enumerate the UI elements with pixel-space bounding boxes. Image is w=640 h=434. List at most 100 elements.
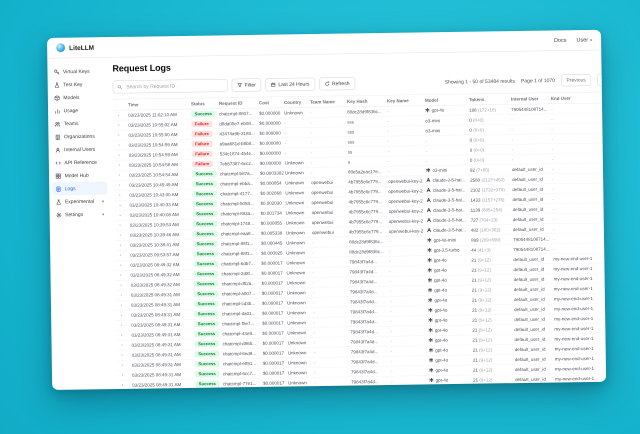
cell-request-id[interactable]: chatcmpl-6db7... [221, 260, 255, 267]
column-header-model[interactable]: Model [424, 97, 438, 103]
sidebar-item-settings[interactable]: Settings ▾ [53, 208, 108, 222]
cell-request-id[interactable]: chatcmpl-da01... [222, 310, 256, 317]
column-header-status[interactable]: Status [190, 100, 205, 107]
expand-row-chevron-icon[interactable]: › [119, 222, 121, 228]
filter-button[interactable]: Filter [231, 78, 262, 92]
column-header-key-hash[interactable]: Key Hash [346, 98, 368, 104]
expand-row-chevron-icon[interactable]: › [120, 282, 122, 288]
cell-time: 03/23/2025 08:49:32 AM [130, 271, 180, 278]
expand-row-chevron-icon[interactable]: › [119, 242, 122, 248]
column-header-cost[interactable]: Cost [258, 99, 270, 106]
cell-team-name: - [313, 349, 316, 355]
cell-request-id[interactable]: chatcmpl-43e9... [222, 330, 256, 337]
column-header-request-id[interactable]: Request ID [218, 100, 243, 106]
expand-row-chevron-icon[interactable]: › [118, 162, 121, 168]
cell-request-id[interactable]: chatcmpl-f5e7... [222, 320, 255, 327]
cell-request-id[interactable]: chatcmpl-4177... [220, 190, 254, 197]
cell-request-id[interactable]: chatcmpl-88f1... [221, 240, 254, 247]
column-header-tokens[interactable]: Tokens [468, 96, 485, 102]
cell-cost: $0.000017 [262, 310, 284, 316]
expand-row-chevron-icon[interactable]: › [121, 382, 124, 388]
expand-row-chevron-icon[interactable]: › [121, 352, 123, 358]
cell-key-hash: 4b7955c6c779... [348, 198, 382, 205]
cell-request-id[interactable]: chatcmpl-cd3b... [221, 300, 256, 307]
expand-row-chevron-icon[interactable]: › [117, 112, 120, 118]
sidebar-item-experimental[interactable]: Experimental ▾ [52, 195, 107, 209]
column-header-end-user[interactable]: End User [550, 95, 571, 101]
cell-request-id[interactable]: chatcmpl-6ed8... [222, 350, 257, 357]
expand-row-chevron-icon[interactable]: › [119, 272, 122, 278]
next-page-button[interactable]: Next [597, 73, 607, 86]
cell-request-id[interactable]: chatcmpl-b87a... [219, 170, 254, 177]
cell-request-id[interactable]: chatcmpl-1748... [220, 220, 255, 227]
cell-request-id[interactable]: chatcmpl-77e1... [223, 380, 257, 387]
grid-icon [55, 173, 62, 179]
request-logs-table: Time Status Request ID Cost Country Team Name… [112, 91, 607, 390]
cell-request-id[interactable]: d8da05e7-eb08... [219, 120, 255, 127]
refresh-button[interactable]: Refresh [318, 76, 356, 91]
column-header-internal-user[interactable]: Internal User [510, 95, 539, 102]
expand-row-chevron-icon[interactable]: › [118, 182, 121, 188]
sidebar-item-model-hub[interactable]: Model Hub [52, 169, 107, 183]
cell-country: Unknown [286, 239, 305, 246]
expand-row-chevron-icon[interactable]: › [117, 132, 120, 138]
cell-internal-user: default_user_id [512, 226, 544, 232]
cell-request-id[interactable]: chatcmpl-eaa8... [220, 230, 255, 237]
cell-request-id[interactable]: chatcmpl-883a... [220, 210, 254, 217]
sidebar-item-models[interactable]: Models [51, 91, 106, 105]
expand-row-chevron-icon[interactable]: › [117, 204, 123, 207]
cell-key-hash: 4b7955c6c779... [348, 188, 382, 195]
time-range-button[interactable]: Last 24 Hours [265, 77, 316, 92]
sidebar-item-usage[interactable]: Usage [51, 104, 106, 118]
expand-row-chevron-icon[interactable]: › [120, 332, 123, 338]
sidebar-item-internal-users[interactable]: Internal Users [52, 143, 107, 157]
cell-request-id[interactable]: chatcmpl-d865... [222, 340, 256, 347]
expand-row-chevron-icon[interactable]: › [117, 122, 120, 128]
cell-request-id[interactable]: chatcmpl-d52a... [221, 280, 255, 287]
expand-row-chevron-icon[interactable]: › [120, 292, 123, 298]
column-header-key-name[interactable]: Key Name [386, 97, 409, 104]
column-header-time[interactable]: Time [127, 101, 139, 108]
sidebar-item-virtual-keys[interactable]: Virtual Keys [50, 65, 105, 79]
sidebar-item-logs[interactable]: Logs [52, 181, 108, 196]
cell-request-id[interactable]: 534c1874-4b4e... [219, 150, 255, 157]
expand-row-chevron-icon[interactable]: › [119, 262, 122, 268]
expand-row-chevron-icon[interactable]: › [120, 302, 123, 308]
cell-request-id[interactable]: chatcmpl-6cc7... [222, 370, 256, 377]
cell-request-id[interactable]: chatcmpl-5058... [220, 200, 254, 207]
cell-time: 03/23/2025 08:49:32 AM [130, 281, 180, 288]
expand-row-chevron-icon[interactable]: › [119, 232, 122, 238]
previous-page-button[interactable]: Previous [560, 73, 592, 87]
user-menu[interactable]: User ▾ [576, 37, 592, 43]
cell-tokens: 21 (9+12) [472, 357, 493, 363]
column-header-country[interactable]: Country [283, 99, 302, 105]
expand-row-chevron-icon[interactable]: › [120, 312, 123, 318]
sidebar-item-teams[interactable]: Teams [51, 117, 106, 131]
expand-row-chevron-icon[interactable]: › [118, 172, 121, 178]
cell-request-id[interactable]: a9aa681d-b8b8... [219, 140, 255, 147]
column-header-team-name[interactable]: Team Name [309, 98, 335, 105]
expand-row-chevron-icon[interactable]: › [118, 142, 120, 148]
expand-row-chevron-icon[interactable]: › [121, 362, 124, 368]
expand-row-chevron-icon[interactable]: › [120, 322, 123, 328]
expand-row-chevron-icon[interactable]: › [118, 192, 121, 198]
cell-request-id[interactable]: chatcmpl-8807... [219, 110, 253, 117]
expand-row-chevron-icon[interactable]: › [121, 342, 123, 348]
cell-request-id[interactable]: 7eb67387-6cc2... [219, 160, 255, 167]
cell-request-id[interactable]: chatcmpl-2d8f... [221, 270, 254, 277]
docs-link[interactable]: Docs [553, 37, 567, 44]
expand-row-chevron-icon[interactable]: › [118, 152, 120, 158]
sidebar-item-organizations[interactable]: Organizations [51, 130, 106, 144]
cell-request-id[interactable]: chatcmpl-e891... [222, 360, 257, 367]
sidebar-item-test-key[interactable]: Test Key [51, 78, 106, 92]
expand-row-chevron-icon[interactable]: › [117, 214, 123, 217]
expand-row-chevron-icon[interactable]: › [121, 372, 124, 378]
search-input[interactable] [125, 82, 224, 91]
sidebar-item-api-reference[interactable]: API Reference [52, 156, 107, 170]
cell-request-id[interactable]: chatcmpl-ebba... [220, 180, 254, 187]
search-box[interactable] [112, 78, 228, 94]
cell-request-id[interactable]: chatcmpl-88f1... [221, 250, 254, 257]
cell-request-id[interactable]: 43474a9b-3188... [219, 130, 255, 137]
expand-row-chevron-icon[interactable]: › [119, 252, 122, 258]
cell-request-id[interactable]: chatcmpl-a007... [221, 290, 256, 297]
